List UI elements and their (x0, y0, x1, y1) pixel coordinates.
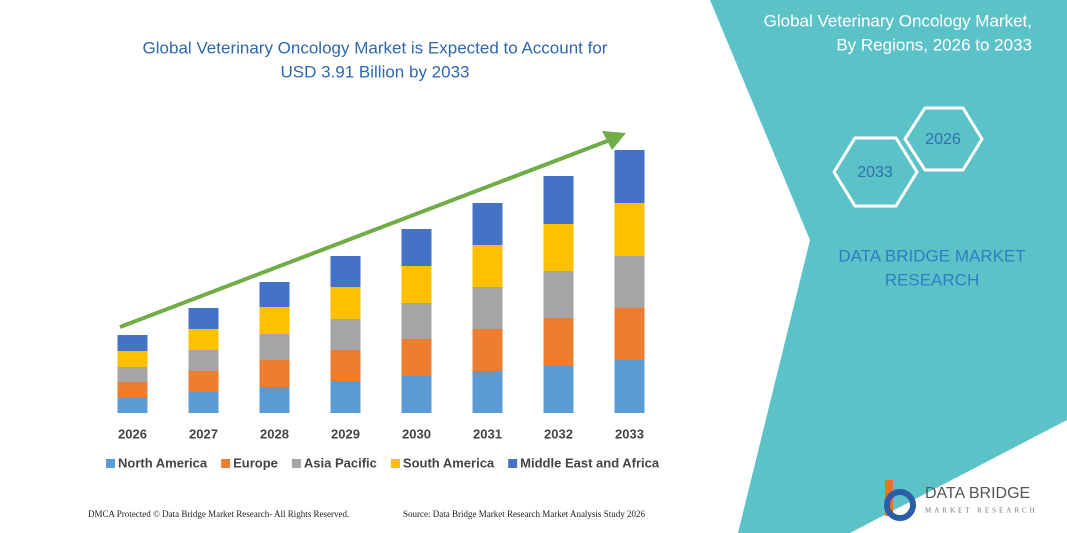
bar-segment (259, 334, 290, 360)
bar-segment (188, 329, 219, 350)
bar-segment (330, 319, 361, 350)
hexagon (832, 136, 919, 208)
bar-segment (117, 335, 148, 351)
bar-segment (472, 203, 503, 245)
legend-swatch (221, 459, 231, 468)
bar-segment (472, 329, 503, 371)
legend-swatch (390, 459, 400, 468)
legend-label: Europe (233, 455, 278, 470)
hexagon (903, 106, 984, 172)
bar-segment (188, 308, 219, 329)
x-tick-label: 2027 (189, 426, 218, 441)
x-tick-label: 2030 (402, 426, 431, 441)
logo-ring (884, 489, 916, 521)
bar-segment (543, 318, 574, 366)
x-tick-label: 2031 (473, 426, 502, 441)
bar-segment (543, 176, 574, 224)
x-tick-label: 2029 (331, 426, 360, 441)
bar-segment (117, 351, 148, 367)
bar-segment (614, 203, 645, 256)
x-tick-label: 2033 (615, 426, 644, 441)
legend-swatch (508, 459, 518, 468)
hex-label: 2026 (925, 131, 961, 148)
bar-segment (472, 245, 503, 287)
bar-segment (259, 307, 290, 334)
bar-segment (401, 376, 432, 413)
brand-text: RESEARCH (885, 270, 979, 289)
bar-segment (614, 256, 645, 308)
x-tick-label: 2026 (118, 426, 147, 441)
legend-label: Middle East and Africa (520, 455, 660, 470)
bar-segment (330, 350, 361, 381)
logo-icon (884, 480, 916, 521)
bar-segment (188, 350, 219, 371)
logo-name: DATA BRIDGE (925, 485, 1030, 502)
chart-title: Global Veterinary Oncology Market is Exp… (143, 38, 608, 57)
bar-segment (401, 229, 432, 266)
bar-segment (259, 387, 290, 413)
bar-segment (188, 392, 219, 413)
bar-segment (117, 367, 148, 382)
bar-segment (330, 381, 361, 413)
brand-text: DATA BRIDGE MARKET (838, 246, 1025, 265)
trend-arrow (119, 138, 611, 329)
bar-segment (472, 287, 503, 329)
x-tick-label: 2032 (544, 426, 573, 441)
bar-segment (614, 360, 645, 413)
legend-label: North America (118, 455, 208, 470)
hex-label: 2033 (857, 164, 893, 181)
panel-title: By Regions, 2026 to 2033 (836, 35, 1032, 54)
bar-segment (401, 303, 432, 339)
legend-swatch (291, 459, 301, 468)
arrow-head (602, 131, 626, 150)
bar-segment (614, 308, 645, 360)
bar-segment (543, 224, 574, 271)
bar-segment (614, 150, 645, 203)
bar-segment (543, 366, 574, 413)
bar-segment (543, 271, 574, 318)
side-panel (710, 0, 1067, 533)
bar-segment (259, 360, 290, 387)
footer-right: Source: Data Bridge Market Research Mark… (403, 509, 645, 519)
legend-swatch (106, 459, 115, 468)
logo-tagline: MARKET RESEARCH (925, 507, 1038, 515)
bar-segment (472, 371, 503, 413)
bar-segment (188, 371, 219, 392)
x-tick-label: 2028 (260, 426, 289, 441)
bar-segment (117, 398, 148, 413)
panel-title: Global Veterinary Oncology Market, (764, 11, 1032, 30)
bar-segment (401, 339, 432, 376)
chart-title: USD 3.91 Billion by 2033 (280, 62, 469, 81)
bar-segment (330, 287, 361, 319)
bar-segment (330, 256, 361, 287)
bar-segment (117, 382, 148, 398)
bar-segment (401, 266, 432, 303)
legend-label: Asia Pacific (304, 455, 377, 470)
legend-label: South America (403, 455, 495, 470)
bar-segment (259, 282, 290, 307)
footer-left: DMCA Protected © Data Bridge Market Rese… (88, 509, 349, 519)
